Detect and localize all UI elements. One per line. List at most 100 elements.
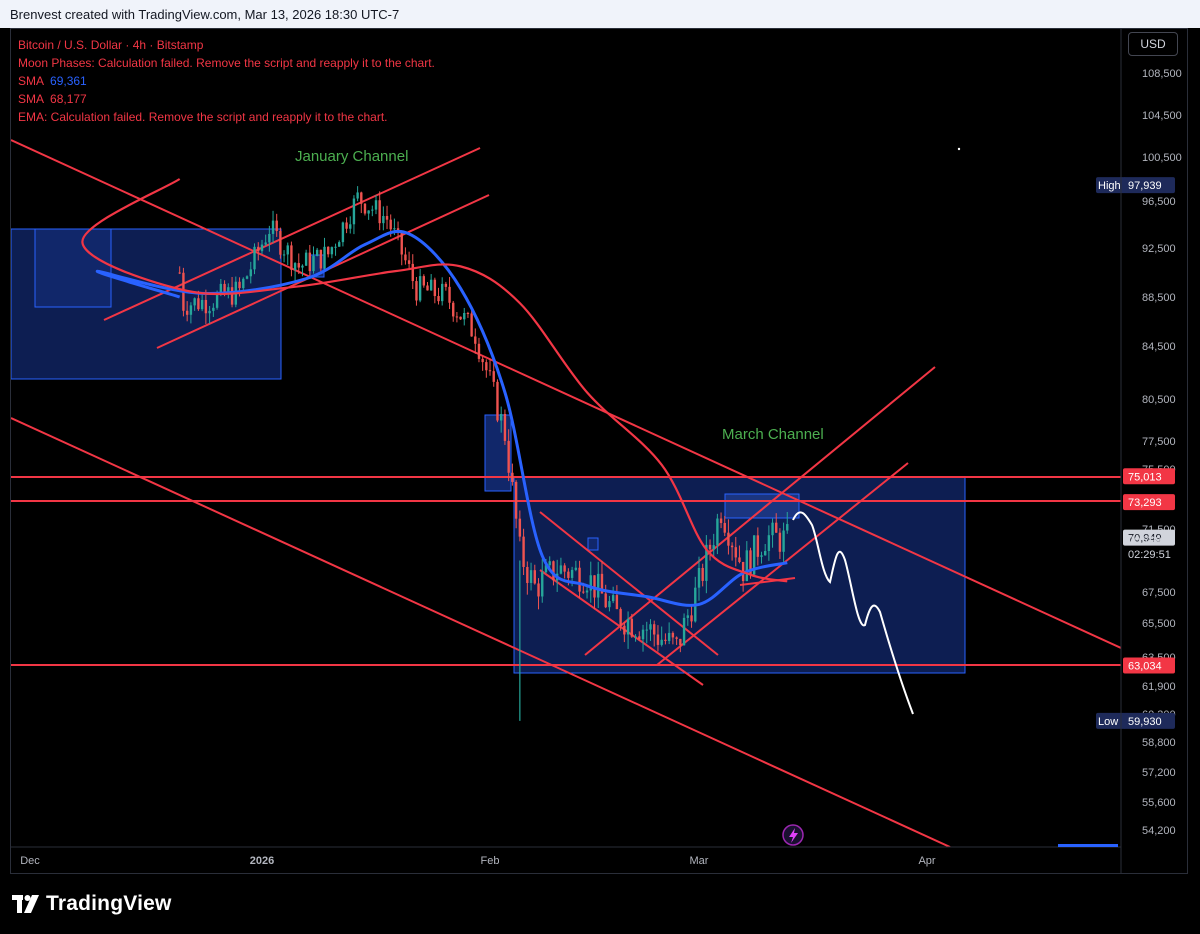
candle-body xyxy=(697,567,701,588)
candle-body xyxy=(385,216,389,220)
candle-body xyxy=(619,609,622,626)
y-tick-label: 55,600 xyxy=(1142,797,1176,809)
candle-body xyxy=(712,545,715,550)
candle-body xyxy=(271,220,275,234)
candle-body xyxy=(653,624,656,635)
candle-body xyxy=(282,254,286,256)
candle-body xyxy=(466,312,470,314)
projection-path[interactable] xyxy=(792,511,914,715)
candle-body xyxy=(492,371,495,382)
candle-body xyxy=(548,561,551,566)
march-inner-box[interactable] xyxy=(724,493,800,519)
candle-body xyxy=(585,590,589,593)
candle-body xyxy=(723,522,726,533)
february-drop-box[interactable] xyxy=(484,414,512,492)
trendline[interactable] xyxy=(584,366,936,656)
candle-body xyxy=(499,413,503,421)
december-inner-box[interactable] xyxy=(34,228,112,308)
trendline[interactable] xyxy=(103,147,481,321)
y-tick-label: 67,500 xyxy=(1142,587,1176,599)
candle-body xyxy=(738,557,741,562)
candle-body xyxy=(440,283,444,302)
tradingview-logo-icon xyxy=(12,895,39,913)
annotation-january-channel: January Channel xyxy=(295,148,408,165)
candle-body xyxy=(578,567,581,592)
candle-body xyxy=(782,530,785,552)
currency-button[interactable]: USD xyxy=(1128,32,1178,56)
candle-body xyxy=(470,313,473,337)
candle-body xyxy=(426,285,429,291)
candle-body xyxy=(308,252,312,272)
candle-body xyxy=(223,283,226,295)
candle-body xyxy=(374,200,378,210)
candle-body xyxy=(574,567,578,570)
candle-body xyxy=(529,570,533,583)
price-label-tag xyxy=(1096,177,1126,194)
candle-body xyxy=(452,302,455,317)
candle-body xyxy=(230,287,234,305)
price-label-box xyxy=(1123,529,1175,546)
price-label-text: High xyxy=(1098,180,1121,192)
trendline[interactable] xyxy=(11,417,951,847)
trendline[interactable] xyxy=(539,569,704,686)
time-axis[interactable]: Dec 2026 Feb Mar Apr xyxy=(20,855,936,867)
trendline[interactable] xyxy=(539,511,719,656)
candle-body xyxy=(514,481,518,519)
candle-body xyxy=(178,272,181,274)
candle-body xyxy=(756,535,760,557)
trendline[interactable] xyxy=(11,139,1121,649)
candle-body xyxy=(396,228,400,232)
candle-body xyxy=(767,535,771,551)
candle-body xyxy=(533,570,536,584)
tradingview-logo: TradingView xyxy=(12,892,172,916)
footer xyxy=(0,874,1200,934)
lightning-icon[interactable] xyxy=(782,824,804,846)
candle-body xyxy=(393,228,396,230)
x-tick-label: Mar xyxy=(690,855,709,867)
candle-body xyxy=(459,316,462,320)
candle-body xyxy=(708,544,712,550)
candle-body xyxy=(641,629,645,640)
x-tick-label: Feb xyxy=(481,855,500,867)
candle-body xyxy=(760,555,763,557)
candle-body xyxy=(752,535,756,575)
candle-body xyxy=(338,242,341,247)
candle-body xyxy=(730,545,734,548)
candle-body xyxy=(433,279,437,297)
candle-body xyxy=(455,316,459,318)
candle-body xyxy=(485,362,488,371)
y-tick-label: 104,500 xyxy=(1142,110,1182,122)
candle-body xyxy=(719,518,723,523)
y-tick-label: 108,500 xyxy=(1142,68,1182,80)
candle-body xyxy=(407,260,411,264)
candle-body xyxy=(275,220,278,232)
x-tick-label: Dec xyxy=(20,855,40,867)
candle-body xyxy=(593,575,596,598)
february-small-box[interactable] xyxy=(587,537,599,551)
candle-body xyxy=(341,222,345,243)
candle-body xyxy=(675,637,678,639)
price-label-value: 02:29:51 xyxy=(1128,549,1171,561)
sma-slow-line[interactable] xyxy=(81,178,788,583)
candle-body xyxy=(563,565,566,572)
candle-body xyxy=(448,286,451,303)
candle-body xyxy=(634,636,637,638)
candle-body xyxy=(437,296,440,302)
candle-body xyxy=(604,593,607,608)
candle-body xyxy=(679,638,682,646)
candle-body xyxy=(544,565,548,573)
y-tick-label: 65,500 xyxy=(1142,618,1176,630)
candle-body xyxy=(649,624,652,630)
candle-body xyxy=(345,222,348,229)
candle-body xyxy=(193,298,196,306)
candle-body xyxy=(301,265,304,268)
candle-body xyxy=(626,618,630,635)
candle-body xyxy=(589,575,592,591)
candle-body xyxy=(400,231,403,255)
chart-legend: Bitcoin / U.S. Dollar · 4h · Bitstamp Mo… xyxy=(18,36,435,126)
candle-body xyxy=(507,440,510,473)
trendline[interactable] xyxy=(739,577,796,586)
candle-body xyxy=(208,310,211,314)
